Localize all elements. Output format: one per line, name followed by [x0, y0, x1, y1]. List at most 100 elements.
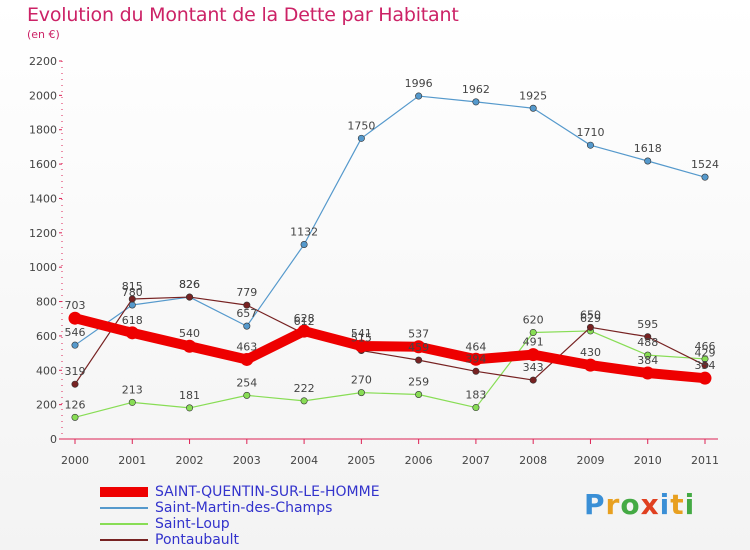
data-point — [472, 404, 480, 412]
data-label: 541 — [351, 327, 372, 340]
data-point — [415, 356, 423, 364]
data-label: 222 — [294, 382, 315, 395]
data-label: 259 — [408, 375, 429, 388]
data-point — [243, 301, 251, 309]
y-tick-label: 2200 — [29, 55, 57, 68]
data-label: 464 — [465, 340, 486, 353]
data-label: 618 — [122, 314, 143, 327]
data-point — [472, 98, 480, 106]
x-tick-label: 2002 — [176, 454, 204, 467]
data-point — [186, 293, 194, 301]
data-label: 1925 — [519, 89, 547, 102]
legend-swatch — [100, 523, 148, 525]
legend-item: Pontaubault — [100, 532, 380, 548]
y-tick-label: 1800 — [29, 124, 57, 137]
x-tick-label: 2009 — [576, 454, 604, 467]
data-label: 826 — [179, 278, 200, 291]
data-point — [357, 389, 365, 397]
legend-label: SAINT-QUENTIN-SUR-LE-HOMME — [155, 484, 380, 500]
data-point — [644, 157, 652, 165]
data-label: 515 — [351, 332, 372, 345]
data-point — [641, 366, 655, 380]
x-tick-label: 2007 — [462, 454, 490, 467]
data-point — [186, 404, 194, 412]
data-point — [701, 173, 709, 181]
data-point — [240, 352, 254, 366]
data-label: 319 — [65, 365, 86, 378]
data-label: 620 — [523, 313, 544, 326]
data-label: 826 — [179, 278, 200, 291]
x-tick-label: 2003 — [233, 454, 261, 467]
data-label: 595 — [637, 318, 658, 331]
logo-letter: r — [605, 488, 621, 521]
data-point — [586, 323, 594, 331]
x-tick-label: 2004 — [290, 454, 318, 467]
legend-item: SAINT-QUENTIN-SUR-LE-HOMME — [100, 484, 380, 500]
data-point — [701, 361, 709, 369]
data-label: 270 — [351, 374, 372, 387]
data-label: 430 — [580, 346, 601, 359]
data-label: 546 — [65, 326, 86, 339]
y-tick-label: 1000 — [29, 261, 57, 274]
data-point — [526, 348, 540, 362]
data-point — [529, 104, 537, 112]
y-tick-label: 2000 — [29, 89, 57, 102]
logo-letter: i — [684, 488, 696, 521]
x-tick-label: 2001 — [118, 454, 146, 467]
data-label: 459 — [408, 341, 429, 354]
data-label: 780 — [122, 286, 143, 299]
data-label: 612 — [294, 315, 315, 328]
x-tick-label: 2011 — [691, 454, 719, 467]
data-label: 343 — [523, 361, 544, 374]
legend: SAINT-QUENTIN-SUR-LE-HOMME Saint-Martin-d… — [100, 484, 380, 548]
data-label: 463 — [236, 340, 257, 353]
x-tick-label: 2005 — [347, 454, 375, 467]
chart-title: Evolution du Montant de la Dette par Hab… — [27, 4, 459, 26]
data-label: 126 — [65, 398, 86, 411]
data-point — [300, 397, 308, 405]
y-tick-label: 0 — [50, 433, 57, 446]
data-label: 429 — [695, 346, 716, 359]
data-label: 703 — [65, 299, 86, 312]
data-label: 540 — [179, 327, 200, 340]
data-label: 779 — [236, 286, 257, 299]
y-tick-label: 1600 — [29, 158, 57, 171]
legend-swatch — [100, 487, 148, 497]
series-line — [74, 330, 706, 418]
data-label: 1962 — [462, 83, 490, 96]
proxiti-logo: Proxiti — [584, 488, 695, 521]
data-point — [583, 358, 597, 372]
data-point — [71, 413, 79, 421]
data-point — [529, 376, 537, 384]
data-label: 1750 — [347, 119, 375, 132]
x-tick-label: 2000 — [61, 454, 89, 467]
data-label: 1710 — [576, 126, 604, 139]
data-label: 488 — [637, 336, 658, 349]
data-point — [68, 311, 82, 325]
data-point — [183, 339, 197, 353]
series-line — [74, 95, 706, 346]
data-label: 354 — [695, 359, 716, 372]
y-tick-label: 400 — [36, 364, 57, 377]
data-label: 183 — [465, 389, 486, 402]
y-tick-label: 600 — [36, 330, 57, 343]
legend-swatch — [100, 539, 148, 541]
data-point — [586, 141, 594, 149]
legend-label: Pontaubault — [155, 532, 240, 548]
data-label: 1132 — [290, 226, 318, 239]
data-label: 254 — [236, 376, 257, 389]
legend-swatch — [100, 507, 148, 509]
legend-label: Saint-Martin-des-Champs — [155, 500, 333, 516]
data-label: 1996 — [405, 77, 433, 90]
data-label: 384 — [637, 354, 658, 367]
series-line — [74, 296, 706, 385]
data-label: 629 — [580, 312, 601, 325]
data-point — [644, 333, 652, 341]
x-tick-label: 2006 — [405, 454, 433, 467]
data-point — [415, 92, 423, 100]
data-point — [297, 324, 311, 338]
data-label: 466 — [695, 340, 716, 353]
data-label: 181 — [179, 389, 200, 402]
data-point — [354, 339, 368, 353]
